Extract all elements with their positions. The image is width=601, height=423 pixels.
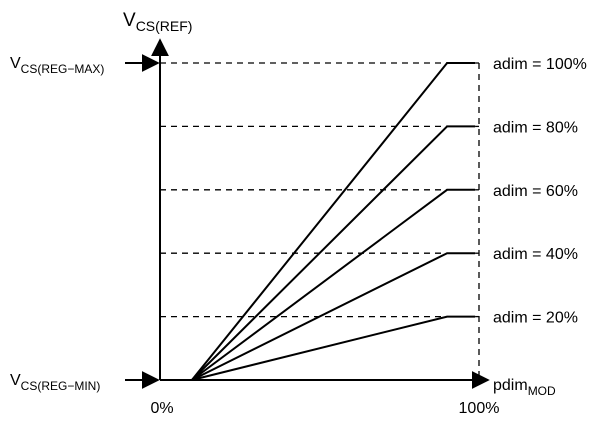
x-axis-title: pdimMOD <box>493 377 556 398</box>
x-axis-title-sub: MOD <box>528 384 556 398</box>
series-label-1: adim = 80% <box>493 119 578 136</box>
series-line-3 <box>191 252 476 381</box>
y-axis-title-sub: CS(REF) <box>136 18 193 34</box>
y-axis-title: VCS(REF) <box>123 10 192 34</box>
x-tick-label-0: 0% <box>150 400 173 417</box>
series-line-0 <box>191 62 476 381</box>
y-marker-max-label: VCS(REG−MAX) <box>10 55 104 76</box>
x-axis-title-main: pdim <box>493 377 528 394</box>
series-label-3: adim = 40% <box>493 246 578 263</box>
y-marker-max-sub: CS(REG−MAX) <box>21 62 105 76</box>
y-marker-min-label: VCS(REG−MIN) <box>10 372 100 393</box>
series-label-2: adim = 60% <box>493 183 578 200</box>
series-layer: adim = 100% adim = 80% adim = 60% adim = 40… <box>160 56 587 381</box>
y-marker-min-sub: CS(REG−MIN) <box>21 379 101 393</box>
series-label-0: adim = 100% <box>493 56 587 73</box>
y-marker-max-main: V <box>10 55 21 72</box>
series-line-2 <box>191 188 476 381</box>
series-line-1 <box>191 125 476 381</box>
x-tick-label-1: 100% <box>459 400 500 417</box>
series-line-4 <box>191 315 476 381</box>
y-marker-min-main: V <box>10 372 21 389</box>
series-label-4: adim = 20% <box>493 310 578 327</box>
y-axis-title-main: V <box>123 10 136 31</box>
